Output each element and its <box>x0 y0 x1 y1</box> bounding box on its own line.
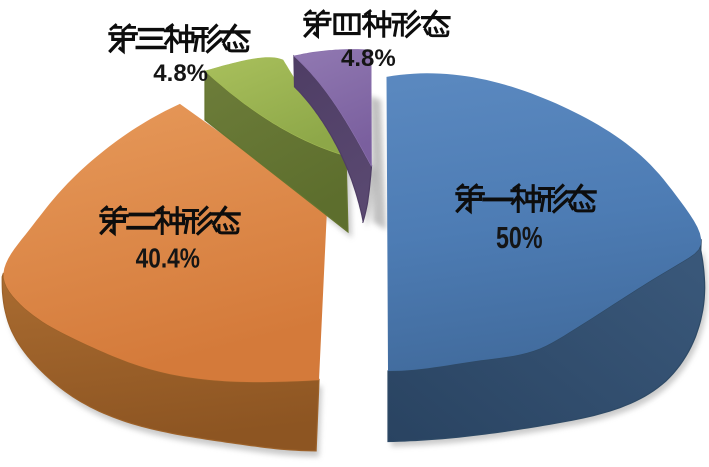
svg-text:40.4%: 40.4% <box>136 244 200 275</box>
svg-text:4.8%: 4.8% <box>153 60 208 87</box>
svg-text:50%: 50% <box>496 220 543 255</box>
svg-text:4.8%: 4.8% <box>341 45 396 72</box>
